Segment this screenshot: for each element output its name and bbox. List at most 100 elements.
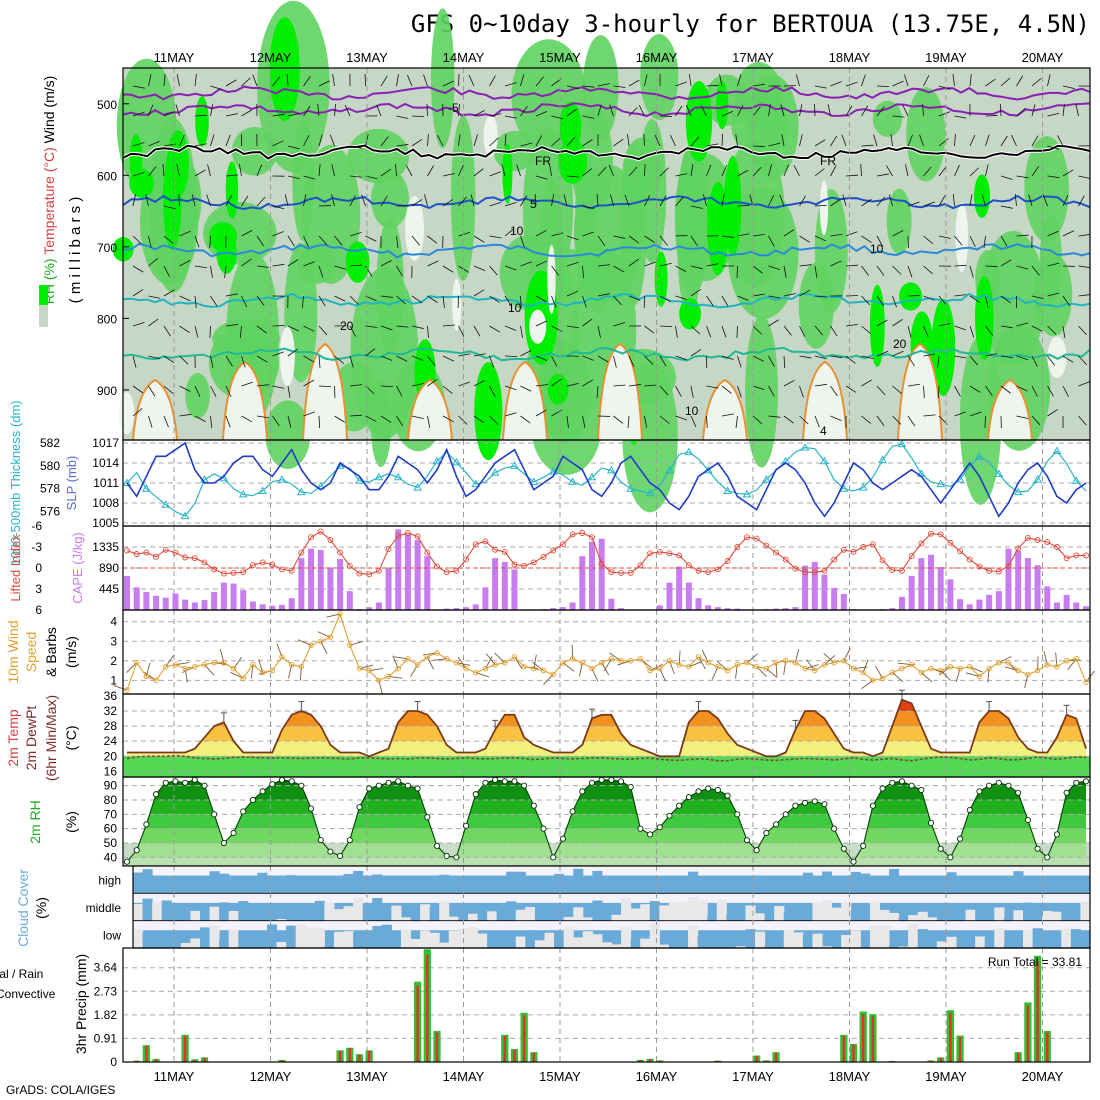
lifted-index-marker xyxy=(298,549,305,556)
wind-barb xyxy=(303,135,310,147)
wind-barb xyxy=(768,142,781,147)
wind-barb xyxy=(1016,385,1028,392)
cape-bar xyxy=(162,597,169,610)
wind-barb xyxy=(923,414,936,417)
wind-barb xyxy=(799,355,812,359)
cape-bar xyxy=(773,608,780,610)
wind-speed-marker xyxy=(1025,671,1031,678)
wind-barb xyxy=(814,204,828,207)
wind-speed-marker xyxy=(937,667,944,674)
cloud-cell xyxy=(353,897,364,921)
temp-tick: 24 xyxy=(104,734,118,748)
wind-barb xyxy=(551,232,564,237)
wind-barb xyxy=(132,141,145,147)
wind-barb xyxy=(442,80,455,87)
wind-speed-marker xyxy=(695,654,702,660)
cloud-cell xyxy=(487,882,498,894)
cloud-cell xyxy=(640,878,651,894)
wind-barb xyxy=(303,194,307,207)
cloud-cell xyxy=(372,874,383,894)
cape-bar xyxy=(666,582,673,610)
wind-barb xyxy=(458,104,460,117)
wind-barb xyxy=(458,73,460,87)
wind-barb xyxy=(194,295,197,308)
rh-band xyxy=(127,779,1086,786)
cloud-cell xyxy=(190,891,201,894)
lifted-index-marker xyxy=(1083,552,1089,559)
wind-barb xyxy=(628,107,638,117)
slp-tick: 1008 xyxy=(92,496,119,510)
cape-bar xyxy=(705,605,712,610)
wind-barb xyxy=(349,175,362,178)
wind-barb xyxy=(210,295,218,307)
precip-convective-bar xyxy=(154,1059,158,1062)
thickness-marker xyxy=(1033,475,1042,483)
wind-speed-marker xyxy=(405,656,411,662)
cape-tick: 445 xyxy=(99,582,119,596)
lifted-index-marker xyxy=(182,554,189,561)
lifted-index-marker xyxy=(724,558,731,564)
wind-barb xyxy=(175,104,180,117)
wind-barb xyxy=(783,355,786,369)
wind-barb xyxy=(551,115,564,120)
cape-bar xyxy=(656,605,663,610)
cloud-cell xyxy=(879,877,890,894)
rh-marker xyxy=(482,779,489,786)
wind-barb xyxy=(256,415,269,419)
lifted-tick: -6 xyxy=(31,519,42,533)
cloud-cell xyxy=(305,902,316,921)
wind-barb xyxy=(737,74,742,87)
cloud-cell xyxy=(1051,878,1062,894)
run-total-label: Run Total = 33.81 xyxy=(988,955,1083,969)
lifted-index-marker xyxy=(1063,555,1070,562)
cloud-cell xyxy=(219,873,230,894)
wind-barb xyxy=(628,79,640,87)
lifted-index-marker xyxy=(424,549,431,556)
wind-barb xyxy=(1016,75,1024,87)
date-tick-top: 12MAY xyxy=(250,50,292,65)
lifted-index-marker xyxy=(201,559,208,566)
wind-barb xyxy=(349,195,356,207)
wind-barb xyxy=(582,355,594,361)
cloud-cell xyxy=(1023,902,1034,921)
wind-barb xyxy=(302,295,304,308)
wind-barb xyxy=(814,415,820,428)
wind-barb xyxy=(331,164,335,177)
wind-speed-marker xyxy=(443,656,450,662)
cloud-cell xyxy=(994,928,1005,948)
cloud-cell xyxy=(429,932,440,948)
wind-barb xyxy=(1047,325,1057,335)
wind-barb xyxy=(427,235,438,244)
rh-marker xyxy=(462,822,470,829)
wind-speed-marker xyxy=(579,659,586,666)
cape-bar xyxy=(143,592,150,610)
rh-marker xyxy=(375,782,382,789)
wind-barb xyxy=(287,175,300,180)
rh-marker xyxy=(957,835,964,842)
wind-barb xyxy=(210,265,213,278)
cape-bar xyxy=(889,608,896,610)
rh-contour-fill xyxy=(371,170,409,229)
cloud-cell xyxy=(936,941,947,948)
wind-barb xyxy=(907,383,920,387)
cloud-cell xyxy=(678,939,689,948)
wind-barb xyxy=(1047,230,1059,237)
wind-barb xyxy=(609,104,614,117)
cloud-cell xyxy=(353,870,364,894)
wind-barb xyxy=(721,235,734,238)
wind-barb xyxy=(690,164,694,177)
wind-barb xyxy=(365,415,377,422)
wind-speed-marker xyxy=(753,663,760,670)
wind-barb xyxy=(396,325,409,328)
precip-convective-bar xyxy=(532,1052,536,1062)
wind-barb xyxy=(349,295,359,305)
wind-speed-marker xyxy=(627,658,634,664)
wind-barb xyxy=(210,85,223,90)
cloud-cell xyxy=(822,900,833,921)
cloud-cell xyxy=(257,872,268,894)
cape-bar xyxy=(1024,558,1031,610)
rh-contour-fill-bright xyxy=(129,134,143,185)
wind-speed-line xyxy=(126,612,1087,691)
cloud-cell xyxy=(161,940,172,948)
